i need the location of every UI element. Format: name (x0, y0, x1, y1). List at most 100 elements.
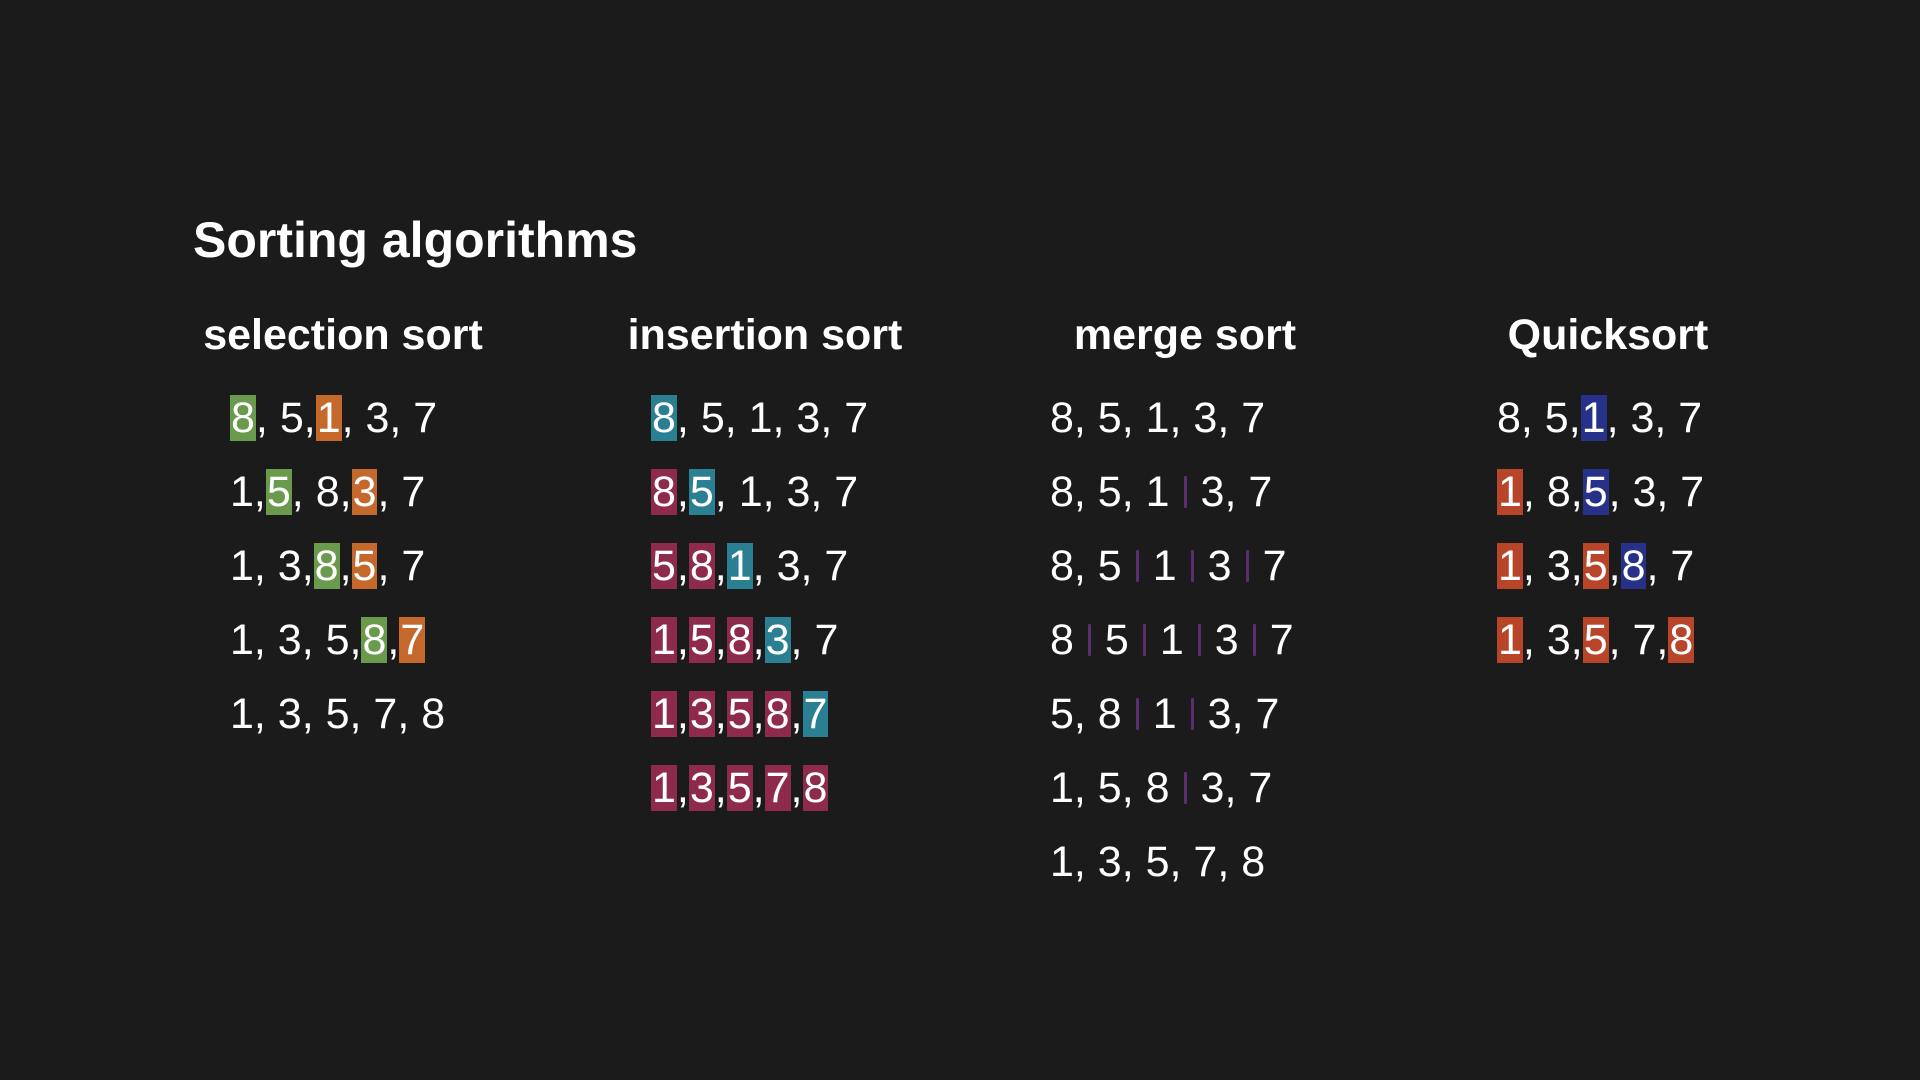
sequence-text: , 8, (291, 467, 352, 516)
highlighted-number: 1 (1497, 615, 1523, 664)
sequence-text: , (339, 541, 352, 590)
sequence-text: 8 (1050, 615, 1074, 664)
insertion-step-row: 5, 8, 1, 3, 7 (651, 526, 985, 600)
sequence-text: , 3, 7 (341, 393, 438, 442)
insertion-step-row: 8, 5, 1, 3, 7 (651, 378, 985, 452)
sequence-text: , (676, 689, 689, 738)
sequence-text: 3, 7 (1200, 763, 1273, 812)
sequence-text: , (1608, 541, 1621, 590)
sequence-text: , (752, 689, 765, 738)
selection-sort-column: selection sort 8, 5, 1, 3, 7 1, 5, 8, 3, … (123, 305, 563, 748)
highlighted-number: 5 (651, 541, 677, 590)
insertion-step-row: 1, 3, 5, 7, 8 (651, 748, 985, 822)
sequence-text: 8, 5 (1050, 541, 1122, 590)
sequence-text: , (752, 763, 765, 812)
sequence-text: 5, 8 (1050, 689, 1122, 738)
selection-step-row: 1, 5, 8, 3, 7 (230, 452, 563, 526)
quick-step-row: 1, 3, 5, 7, 8 (1497, 600, 1828, 674)
quick-step-row: 1, 8, 5, 3, 7 (1497, 452, 1828, 526)
sequence-text: 1, 3, (230, 541, 314, 590)
merge-split-divider (1183, 475, 1187, 508)
highlighted-number: 8 (651, 467, 677, 516)
sequence-text: 1, 3, 5, 7, 8 (230, 689, 446, 738)
sequence-text: 3 (1207, 541, 1232, 590)
sequence-text: , (676, 763, 689, 812)
highlighted-number: 5 (726, 689, 753, 738)
sequence-text: , (790, 763, 803, 812)
sequence-text: 8, 5, 1 (1050, 467, 1170, 516)
highlighted-number: 5 (688, 615, 715, 664)
insertion-sort-column: insertion sort 8, 5, 1, 3, 7 8, 5, 1, 3, … (545, 305, 985, 822)
highlighted-number: 8 (361, 615, 388, 664)
sequence-text: , 7 (1646, 541, 1695, 590)
merge-sort-column: merge sort 8, 5, 1, 3, 7 8, 5, 1 3, 7 8, 5 1… (965, 305, 1405, 896)
highlighted-number: 7 (399, 615, 426, 664)
highlighted-number: 5 (1582, 467, 1609, 516)
merge-step-row: 1, 3, 5, 7, 8 (1050, 822, 1405, 896)
highlighted-number: 8 (313, 541, 340, 590)
highlighted-number: 1 (1497, 467, 1523, 516)
merge-split-divider (1142, 623, 1146, 656)
sequence-text: , 7 (377, 541, 426, 590)
quick-step-row: 8, 5, 1, 3, 7 (1497, 378, 1828, 452)
sequence-text: 5 (1104, 615, 1129, 664)
sequence-text: 1, 3, 5, (230, 615, 362, 664)
sequence-text: , (676, 615, 689, 664)
highlighted-number: 8 (802, 763, 829, 812)
sequence-text: , (676, 467, 689, 516)
highlighted-number: 5 (1582, 541, 1609, 590)
highlighted-number: 8 (764, 689, 791, 738)
sequence-text: , (714, 615, 727, 664)
sequence-text: 8, 5, 1, 3, 7 (1050, 393, 1266, 442)
highlighted-number: 3 (688, 763, 715, 812)
sequence-text: 1 (1159, 615, 1184, 664)
sequence-text: 3 (1214, 615, 1239, 664)
merge-split-divider (1252, 623, 1256, 656)
sequence-text: , 3, (1522, 541, 1583, 590)
merge-split-divider (1245, 549, 1249, 582)
merge-split-divider (1087, 623, 1091, 656)
sequence-text: 7 (1262, 541, 1287, 590)
quicksort-header: Quicksort (1507, 311, 1709, 359)
highlighted-number: 1 (315, 393, 342, 442)
sequence-text: , (790, 689, 803, 738)
highlighted-number: 8 (1620, 541, 1647, 590)
sequence-text: , 5, (255, 393, 316, 442)
sequence-text: 1 (1152, 689, 1177, 738)
insertion-step-row: 1, 3, 5, 8, 7 (651, 674, 985, 748)
sequence-text: 3, 7 (1200, 467, 1273, 516)
sequence-text: , (752, 615, 765, 664)
highlighted-number: 3 (351, 467, 378, 516)
merge-split-divider (1135, 549, 1139, 582)
selection-step-row: 1, 3, 8, 5, 7 (230, 526, 563, 600)
merge-split-divider (1197, 623, 1201, 656)
highlighted-number: 8 (726, 615, 753, 664)
merge-split-divider (1135, 697, 1139, 730)
merge-step-row: 5, 8 1 3, 7 (1050, 674, 1405, 748)
sequence-text: 1, 3, 5, 7, 8 (1050, 837, 1266, 886)
highlighted-number: 3 (764, 615, 791, 664)
merge-sort-steps: 8, 5, 1, 3, 7 8, 5, 1 3, 7 8, 5 1 3 7 8 5 1 3 7 5, 8… (965, 378, 1405, 896)
highlighted-number: 8 (688, 541, 715, 590)
sequence-text: 1 (1152, 541, 1177, 590)
sequence-text: , 1, 3, 7 (714, 467, 859, 516)
highlighted-number: 1 (651, 615, 677, 664)
highlighted-number: 7 (802, 689, 829, 738)
highlighted-number: 5 (265, 467, 292, 516)
sequence-text: 1, (230, 467, 266, 516)
sequence-text: , (676, 541, 689, 590)
highlighted-number: 7 (764, 763, 791, 812)
quicksort-column: Quicksort 8, 5, 1, 3, 7 1, 8, 5, 3, 7 1, 3… (1388, 305, 1828, 674)
selection-step-row: 1, 3, 5, 8, 7 (230, 600, 563, 674)
sequence-text: , (387, 615, 400, 664)
highlighted-number: 5 (726, 763, 753, 812)
highlighted-number: 5 (1582, 615, 1609, 664)
insertion-step-row: 1, 5, 8, 3, 7 (651, 600, 985, 674)
sequence-text: 1, 5, 8 (1050, 763, 1170, 812)
highlighted-number: 1 (651, 689, 677, 738)
sequence-text: , (714, 763, 727, 812)
